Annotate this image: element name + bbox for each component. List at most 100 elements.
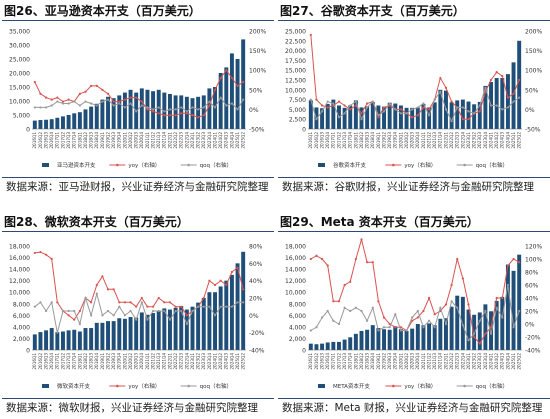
bar xyxy=(320,343,325,350)
x-tick-label: 2020Q2 xyxy=(128,132,133,149)
bar xyxy=(218,286,223,350)
chart-source: 数据来源：谷歌财报，兴业证券经济与金融研究院整理 xyxy=(278,177,550,195)
point xyxy=(388,326,391,329)
y2-tick-label: 150% xyxy=(249,48,266,55)
point xyxy=(422,309,425,313)
point xyxy=(157,112,160,115)
point xyxy=(225,305,228,308)
point xyxy=(506,96,510,99)
point xyxy=(123,301,127,304)
point xyxy=(106,98,110,101)
x-tick-label: 2018Q3 xyxy=(365,132,370,149)
point xyxy=(382,316,386,319)
legend-label: 谷歌资本开支 xyxy=(333,161,367,169)
y-tick-label: 20,000 xyxy=(285,48,306,55)
y2-tick-label: 150% xyxy=(525,48,542,55)
point xyxy=(197,305,200,308)
amazon-chart: 0 5,000 10,000 15,000 20,000 25,000 30,000 35,0… xyxy=(9,29,266,170)
bar xyxy=(348,337,353,350)
x-tick-label: 2021Q1 xyxy=(145,132,150,149)
y-tick-label: 16,000 xyxy=(9,255,30,262)
point xyxy=(433,98,436,101)
legend-marker xyxy=(463,163,466,167)
point xyxy=(39,106,42,109)
point xyxy=(473,335,476,339)
bar xyxy=(179,95,184,129)
point xyxy=(518,96,521,99)
x-tick-label: 2022Q2 xyxy=(173,353,178,370)
point xyxy=(478,110,481,113)
point xyxy=(140,100,143,103)
x-tick-label: 2023Q1 xyxy=(466,132,471,149)
bar xyxy=(218,73,223,129)
point xyxy=(101,100,104,103)
point xyxy=(44,96,48,99)
x-tick-label: 2020Q4 xyxy=(415,353,420,370)
bar xyxy=(44,330,49,350)
bar xyxy=(449,102,454,129)
chart-source: 数据来源：微软财报，兴业证券经济与金融研究院整理 xyxy=(2,398,274,416)
bar xyxy=(173,307,178,350)
y-tick-label: 0 xyxy=(26,127,30,134)
point xyxy=(101,314,104,317)
microsoft-chart: 0 2,000 4,000 6,000 8,000 10,000 12,000 14,000 1… xyxy=(9,244,265,391)
point xyxy=(84,90,87,93)
amazon-panel: 图26、亚马逊资本开支（百万美元） 0 5,000 10,000 15,000 20,0… xyxy=(2,1,274,195)
point xyxy=(512,92,515,95)
point xyxy=(382,326,386,329)
bar xyxy=(32,120,37,129)
bar xyxy=(353,333,358,350)
y2-tick-label: -20% xyxy=(249,330,265,337)
point xyxy=(422,326,425,329)
x-tick-label: 2019Q4 xyxy=(393,132,398,149)
bar xyxy=(331,341,336,350)
x-tick-label: 2016Q4 xyxy=(49,353,54,370)
legend-label: META资本开支 xyxy=(333,382,370,390)
x-tick-label: 2024Q1 xyxy=(212,132,217,149)
meta-panel: 图29、Meta 资本开支（百万美元） 0 2,000 4,000 6,000 8,00… xyxy=(278,212,550,416)
point xyxy=(478,342,481,345)
point xyxy=(140,296,143,300)
bar xyxy=(359,330,364,350)
point xyxy=(467,339,470,342)
point xyxy=(185,322,188,326)
bar xyxy=(38,332,43,350)
x-tick-label: 2016Q2 xyxy=(38,132,43,149)
point xyxy=(461,324,464,327)
point xyxy=(320,316,324,319)
bar xyxy=(106,321,110,350)
x-tick-label: 2018Q4 xyxy=(370,353,375,370)
x-tick-label: 2017Q3 xyxy=(342,132,347,149)
x-tick-label: 2024Q3 xyxy=(500,353,505,370)
x-tick-label: 2020Q2 xyxy=(128,353,133,370)
bar xyxy=(398,105,403,129)
point xyxy=(180,112,183,115)
x-tick-label: 2025Q1 xyxy=(511,353,516,370)
point xyxy=(146,106,149,109)
point xyxy=(174,108,177,111)
point xyxy=(439,306,442,309)
point xyxy=(343,112,346,115)
point xyxy=(78,309,81,313)
bar xyxy=(438,89,443,129)
point xyxy=(197,116,200,119)
point xyxy=(456,306,459,309)
x-tick-label: 2020Q1 xyxy=(398,353,403,370)
point xyxy=(208,305,211,308)
point xyxy=(146,108,149,111)
point xyxy=(416,106,419,109)
point xyxy=(242,80,245,84)
point xyxy=(427,319,431,322)
x-tick-label: 2021Q2 xyxy=(150,132,155,149)
x-tick-label: 2024Q2 xyxy=(494,353,499,370)
x-tick-label: 2016Q1 xyxy=(32,353,37,370)
bar xyxy=(122,92,127,129)
y-tick-label: 10,000 xyxy=(285,290,306,297)
y2-tick-label: 200% xyxy=(249,29,266,36)
point xyxy=(174,309,177,313)
point xyxy=(343,283,346,287)
bar xyxy=(404,107,409,129)
point xyxy=(50,98,53,101)
y2-tick-label: 0% xyxy=(525,322,535,329)
bar xyxy=(128,317,133,350)
